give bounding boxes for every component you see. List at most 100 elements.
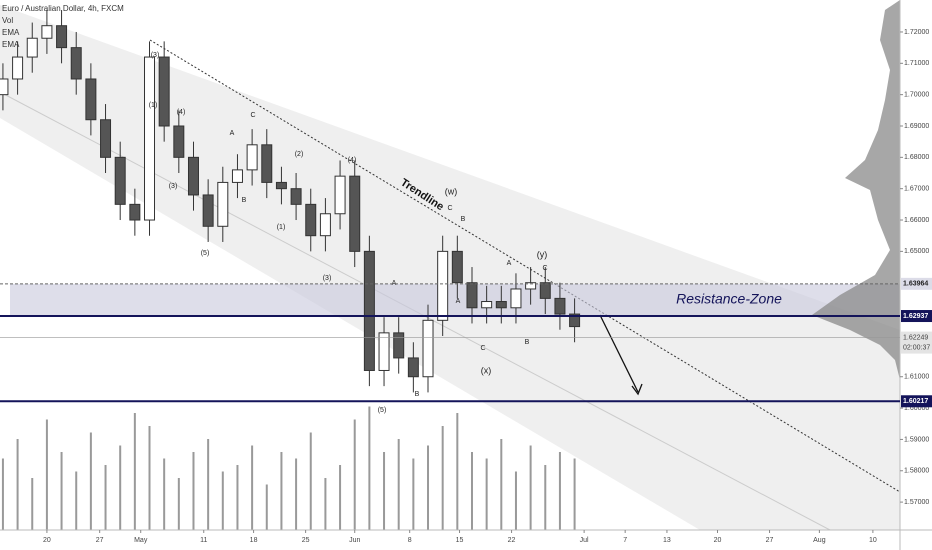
volume-bar xyxy=(207,439,210,530)
x-tick-label: 22 xyxy=(508,537,516,544)
waves: (3) (1) (4) A C (2) (4) (3) B (1) (5) (3… xyxy=(149,52,548,414)
wave-label: (5) xyxy=(378,407,387,414)
price-box-label: 1.63964 xyxy=(903,281,928,288)
arrow xyxy=(599,314,639,393)
candle-body xyxy=(85,78,97,121)
volume-bar xyxy=(397,439,400,530)
x-tick-label: May xyxy=(134,537,148,544)
volume-bar xyxy=(500,439,503,530)
x-tick-label: Aug xyxy=(813,537,826,544)
x-tick-label: 25 xyxy=(302,537,310,544)
y-tick-label: 1.70000 xyxy=(904,91,929,98)
candle-body xyxy=(129,203,141,221)
y-tick-label: 1.67000 xyxy=(904,186,929,193)
volume-bar xyxy=(75,471,78,530)
volume-bar xyxy=(45,419,48,530)
volume-bar xyxy=(441,426,444,530)
chart-title: Euro / Australian Dollar, 4h, FXCM xyxy=(2,4,124,13)
volume-bar xyxy=(236,465,239,530)
wave-label: (3) xyxy=(169,183,178,190)
candle-body xyxy=(422,319,434,378)
volume-bar xyxy=(383,452,386,530)
volume-bar xyxy=(16,439,19,530)
y-tick-label: 1.60000 xyxy=(904,405,929,412)
wave-label: B xyxy=(525,339,530,346)
candle-body xyxy=(363,250,375,371)
price-box xyxy=(901,310,932,323)
volume-bar xyxy=(368,406,371,530)
volume-bar xyxy=(31,478,34,530)
volume-bar xyxy=(104,465,107,530)
plot xyxy=(0,10,900,530)
wave-label: (4) xyxy=(348,157,357,164)
wave-label: (x) xyxy=(481,365,492,375)
wave-label: C xyxy=(250,112,255,119)
x-tick-label: 13 xyxy=(663,537,671,544)
wave-label: A xyxy=(392,280,397,287)
candle-body xyxy=(481,301,493,309)
candle-body xyxy=(158,56,170,127)
x-tick-label: Jul xyxy=(580,537,589,544)
candle-body xyxy=(525,282,537,290)
candle-body xyxy=(349,175,361,252)
volume-bar xyxy=(119,445,122,530)
candle-body xyxy=(305,203,317,237)
y-tick-label: 1.65000 xyxy=(904,248,929,255)
indicator-label: Vol xyxy=(2,16,13,25)
wave-label: B xyxy=(415,391,420,398)
y-tick-label: 1.57000 xyxy=(904,499,929,506)
resistance-zone xyxy=(10,283,900,316)
y-tick-label: 1.59000 xyxy=(904,436,929,443)
zone-label: Resistance-Zone xyxy=(676,290,782,306)
current-price-box xyxy=(901,331,932,354)
wave-label: B xyxy=(242,197,247,204)
candle-body xyxy=(437,250,449,321)
wave-label: (2) xyxy=(295,151,304,158)
y-tick-label: 1.69000 xyxy=(904,123,929,130)
candle-body xyxy=(569,313,581,328)
wave-label: (1) xyxy=(149,102,158,109)
candle-body xyxy=(261,144,273,183)
candle-body xyxy=(12,56,24,80)
candle-body xyxy=(393,332,405,359)
wave-label: (y) xyxy=(537,249,548,259)
volume-bar xyxy=(221,471,224,530)
x-tick-label: 20 xyxy=(43,537,51,544)
x-tick-label: 15 xyxy=(456,537,464,544)
candle-body xyxy=(100,119,112,158)
wave-label: A xyxy=(456,298,461,305)
candle-body xyxy=(70,47,82,80)
candle-body xyxy=(334,175,346,215)
candle-body xyxy=(275,181,287,190)
arrow-head xyxy=(631,383,643,396)
volume-bar xyxy=(558,452,561,530)
candle-body xyxy=(539,282,551,299)
wave-label: C xyxy=(447,205,452,212)
wave-label: A xyxy=(230,130,235,137)
volume-bar xyxy=(309,432,312,530)
x-tick-label: 27 xyxy=(766,537,774,544)
wave-label: (1) xyxy=(277,224,286,231)
wave-label: (3) xyxy=(151,52,160,59)
y-tick-label: 1.58000 xyxy=(904,468,929,475)
wave-label: (w) xyxy=(445,186,458,196)
volume-bar xyxy=(60,452,63,530)
wave-label: B xyxy=(461,216,466,223)
candle-body xyxy=(407,357,419,378)
wave-label: C xyxy=(480,345,485,352)
candle-body xyxy=(173,125,185,158)
volume-bar xyxy=(529,445,532,530)
candle-body xyxy=(187,156,199,196)
y-tick-label: 1.61000 xyxy=(904,374,929,381)
volume-bar xyxy=(573,458,576,530)
candle-body xyxy=(451,250,463,284)
price-box-label: 1.60217 xyxy=(903,398,928,405)
x-tick-label: 18 xyxy=(250,537,258,544)
candle-body xyxy=(231,169,243,183)
candle-body xyxy=(290,188,302,205)
indicator-label: EMA xyxy=(2,40,20,49)
volume-bar xyxy=(192,452,195,530)
candle-body xyxy=(0,78,9,96)
y-tick-label: 1.66000 xyxy=(904,217,929,224)
volume-bar xyxy=(295,458,298,530)
